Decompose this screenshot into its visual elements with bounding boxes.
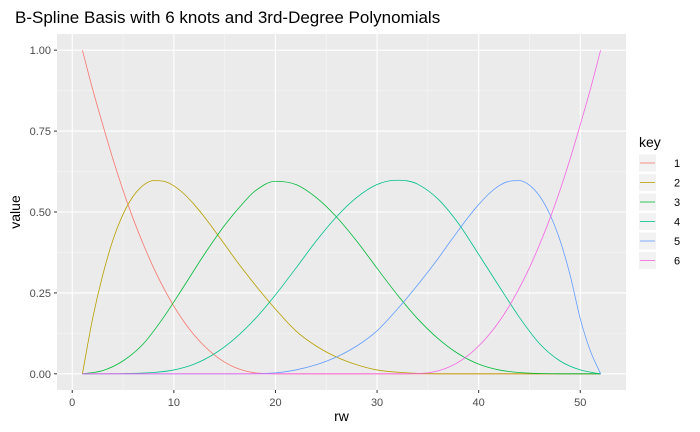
legend-label-5: 5 (674, 236, 680, 248)
x-tick-label: 0 (69, 397, 75, 409)
y-tick-label: 0.75 (30, 126, 51, 138)
x-tick-label: 20 (269, 397, 281, 409)
x-tick-label: 30 (371, 397, 383, 409)
x-tick-label: 50 (574, 397, 586, 409)
y-tick-label: 1.00 (30, 45, 51, 57)
y-tick-label: 0.00 (30, 369, 51, 381)
series-line-6 (82, 50, 601, 375)
x-axis-title: rw (334, 408, 350, 424)
y-axis-title: value (7, 195, 23, 229)
legend-label-1: 1 (674, 158, 680, 170)
legend-label-3: 3 (674, 197, 680, 209)
x-tick-label: 10 (168, 397, 180, 409)
legend: key 1 2 3 4 5 6 (639, 134, 680, 269)
legend-title: key (639, 134, 661, 150)
series-line-2 (82, 180, 601, 375)
series-layer (82, 50, 601, 375)
series-line-4 (82, 179, 601, 375)
legend-label-2: 2 (674, 178, 680, 190)
y-axis: 0.00 0.25 0.50 0.75 1.00 (30, 45, 57, 381)
x-axis: 0 10 20 30 40 50 (69, 390, 586, 409)
series-line-5 (82, 180, 601, 375)
legend-label-6: 6 (674, 256, 680, 268)
y-tick-label: 0.25 (30, 288, 51, 300)
y-tick-label: 0.50 (30, 207, 51, 219)
chart-title: B-Spline Basis with 6 knots and 3rd-Degr… (15, 8, 440, 27)
legend-label-4: 4 (674, 217, 680, 229)
series-line-3 (82, 180, 601, 375)
x-tick-label: 40 (473, 397, 485, 409)
